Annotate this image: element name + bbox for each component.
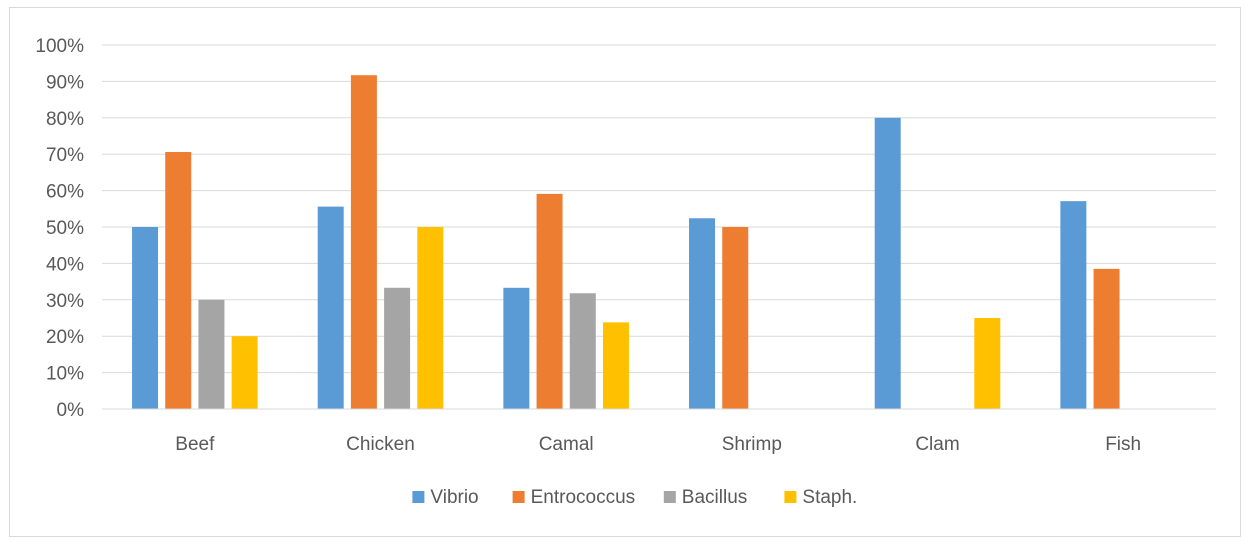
bar-staph-clam xyxy=(974,318,1001,409)
legend-item-vibrio: Vibrio xyxy=(412,487,479,508)
x-axis-tick-labels: Beef Chicken Camal Shrimp Clam Fish xyxy=(175,434,1141,455)
x-tick-label: Clam xyxy=(915,434,959,455)
bar-staph-beef xyxy=(231,336,258,409)
y-tick-label: 70% xyxy=(46,145,84,166)
y-tick-label: 60% xyxy=(46,182,84,203)
legend-swatch xyxy=(512,491,525,503)
y-tick-label: 10% xyxy=(46,364,84,385)
x-tick-label: Chicken xyxy=(346,434,415,455)
bar-bacillus-chicken xyxy=(384,287,411,409)
bar-staph-camal xyxy=(602,322,629,409)
legend: Vibrio Entrococcus Bacillus Staph. xyxy=(412,487,857,508)
y-tick-label: 0% xyxy=(57,400,85,421)
x-tick-label: Shrimp xyxy=(722,434,782,455)
y-tick-label: 100% xyxy=(35,36,84,57)
legend-label: Bacillus xyxy=(682,487,747,508)
y-tick-label: 30% xyxy=(46,291,84,312)
y-tick-label: 50% xyxy=(46,218,84,239)
x-tick-label: Camal xyxy=(539,434,594,455)
bar-entrococcus-beef xyxy=(165,152,192,410)
bar-vibrio-fish xyxy=(1060,201,1087,409)
legend-item-bacillus: Bacillus xyxy=(663,487,747,508)
bar-vibrio-beef xyxy=(132,227,159,409)
y-tick-label: 90% xyxy=(46,72,84,93)
legend-label: Staph. xyxy=(802,487,857,508)
bar-entrococcus-shrimp xyxy=(722,227,749,409)
x-tick-label: Fish xyxy=(1105,434,1141,455)
legend-label: Entrococcus xyxy=(531,487,636,508)
bar-bacillus-camal xyxy=(569,293,596,409)
legend-swatch xyxy=(784,491,797,503)
x-tick-label: Beef xyxy=(175,434,215,455)
bar-vibrio-camal xyxy=(503,287,530,409)
y-tick-label: 20% xyxy=(46,327,84,348)
legend-label: Vibrio xyxy=(430,487,478,508)
chart-frame xyxy=(9,7,1241,537)
gridlines xyxy=(102,44,1216,374)
bar-vibrio-shrimp xyxy=(689,218,716,409)
bar-vibrio-chicken xyxy=(317,206,344,409)
bars xyxy=(132,75,1120,410)
bar-bacillus-beef xyxy=(198,299,225,409)
y-tick-label: 40% xyxy=(46,254,84,275)
bar-entrococcus-chicken xyxy=(350,75,377,409)
legend-swatch xyxy=(412,491,425,503)
y-axis-tick-labels: 0% 10% 20% 30% 40% 50% 60% 70% 80% 90% 100% xyxy=(35,36,84,421)
legend-item-staph: Staph. xyxy=(784,487,857,508)
bar-entrococcus-camal xyxy=(536,193,563,409)
legend-item-entrococcus: Entrococcus xyxy=(512,487,636,508)
bar-vibrio-clam xyxy=(874,117,901,410)
legend-swatch xyxy=(663,491,676,503)
bar-staph-chicken xyxy=(417,227,444,409)
bar-entrococcus-fish xyxy=(1093,268,1120,409)
y-tick-label: 80% xyxy=(46,109,84,130)
